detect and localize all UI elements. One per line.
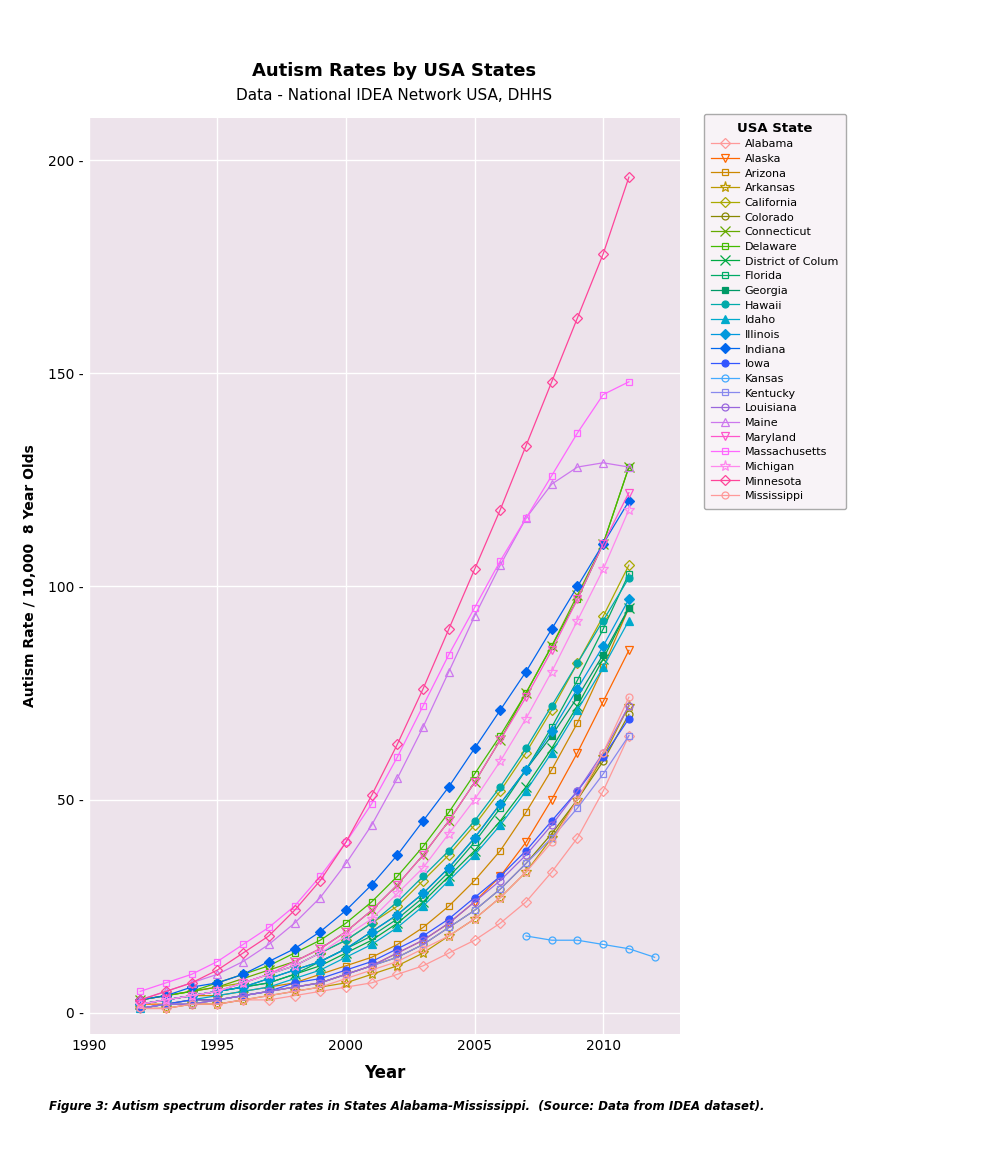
Text: Figure 3: Autism spectrum disorder rates in States Alabama-Mississippi.  (Source: Figure 3: Autism spectrum disorder rates… (49, 1100, 765, 1114)
Text: Data - National IDEA Network USA, DHHS: Data - National IDEA Network USA, DHHS (237, 88, 552, 103)
Legend: Alabama, Alaska, Arizona, Arkansas, California, Colorado, Connecticut, Delaware,: Alabama, Alaska, Arizona, Arkansas, Cali… (704, 114, 846, 509)
Text: Autism Rates by USA States: Autism Rates by USA States (252, 62, 536, 80)
Y-axis label: Autism Rate / 10,000  8 Year Olds: Autism Rate / 10,000 8 Year Olds (23, 444, 37, 707)
X-axis label: Year: Year (364, 1065, 405, 1082)
